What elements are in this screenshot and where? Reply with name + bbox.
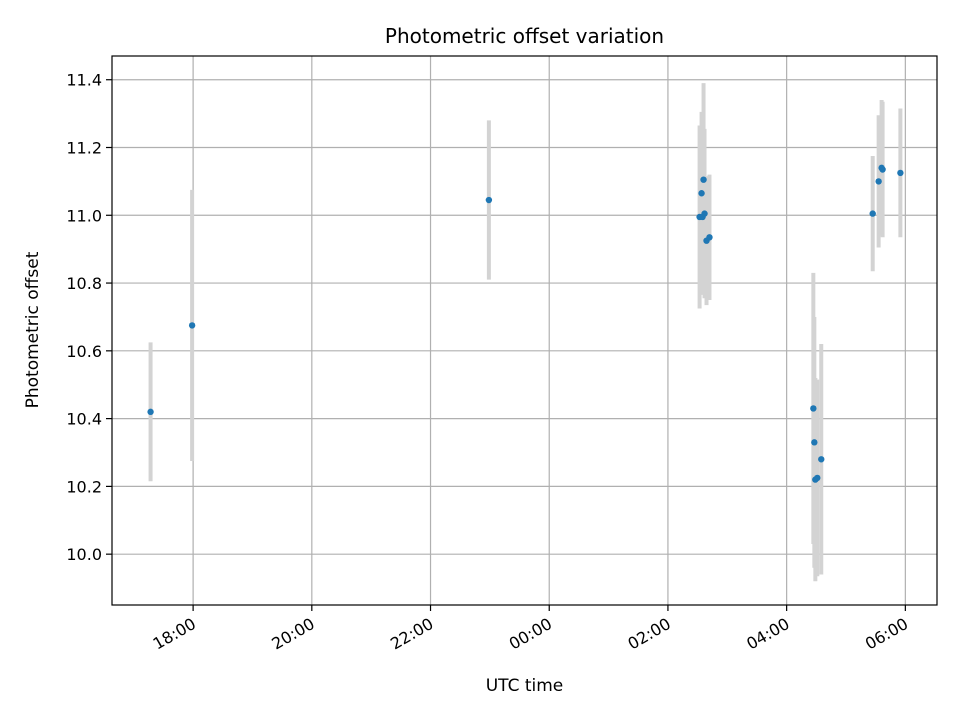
chart-title: Photometric offset variation <box>385 24 664 48</box>
data-points <box>147 164 904 483</box>
data-point <box>879 166 886 173</box>
data-point <box>485 196 493 204</box>
data-point <box>700 176 707 183</box>
y-tick-label: 10.8 <box>66 274 102 293</box>
data-point <box>814 474 821 482</box>
data-point <box>811 439 818 446</box>
x-axis-label: UTC time <box>486 676 564 696</box>
data-point <box>188 322 196 329</box>
y-tick-label: 10.6 <box>66 342 102 361</box>
y-tick-label: 10.2 <box>66 477 102 496</box>
data-point <box>810 405 817 412</box>
data-point <box>869 210 876 217</box>
data-point <box>706 234 713 241</box>
data-point <box>147 408 154 416</box>
grid <box>112 56 937 605</box>
data-point <box>701 210 708 217</box>
y-tick-label: 11.0 <box>66 206 102 225</box>
y-axis: 10.0 10.2 10.4 10.6 10.8 11.0 11.2 11.4 <box>66 71 112 564</box>
y-tick-label: 11.2 <box>66 139 102 158</box>
y-tick-label: 10.0 <box>66 545 102 564</box>
plot-frame <box>111 55 938 606</box>
data-point <box>698 190 705 197</box>
data-point <box>875 178 882 185</box>
data-point <box>897 169 904 177</box>
y-tick-label: 11.4 <box>66 71 102 90</box>
data-point <box>818 456 825 463</box>
y-tick-label: 10.4 <box>66 410 102 429</box>
y-axis-label: Photometric offset <box>23 251 43 408</box>
